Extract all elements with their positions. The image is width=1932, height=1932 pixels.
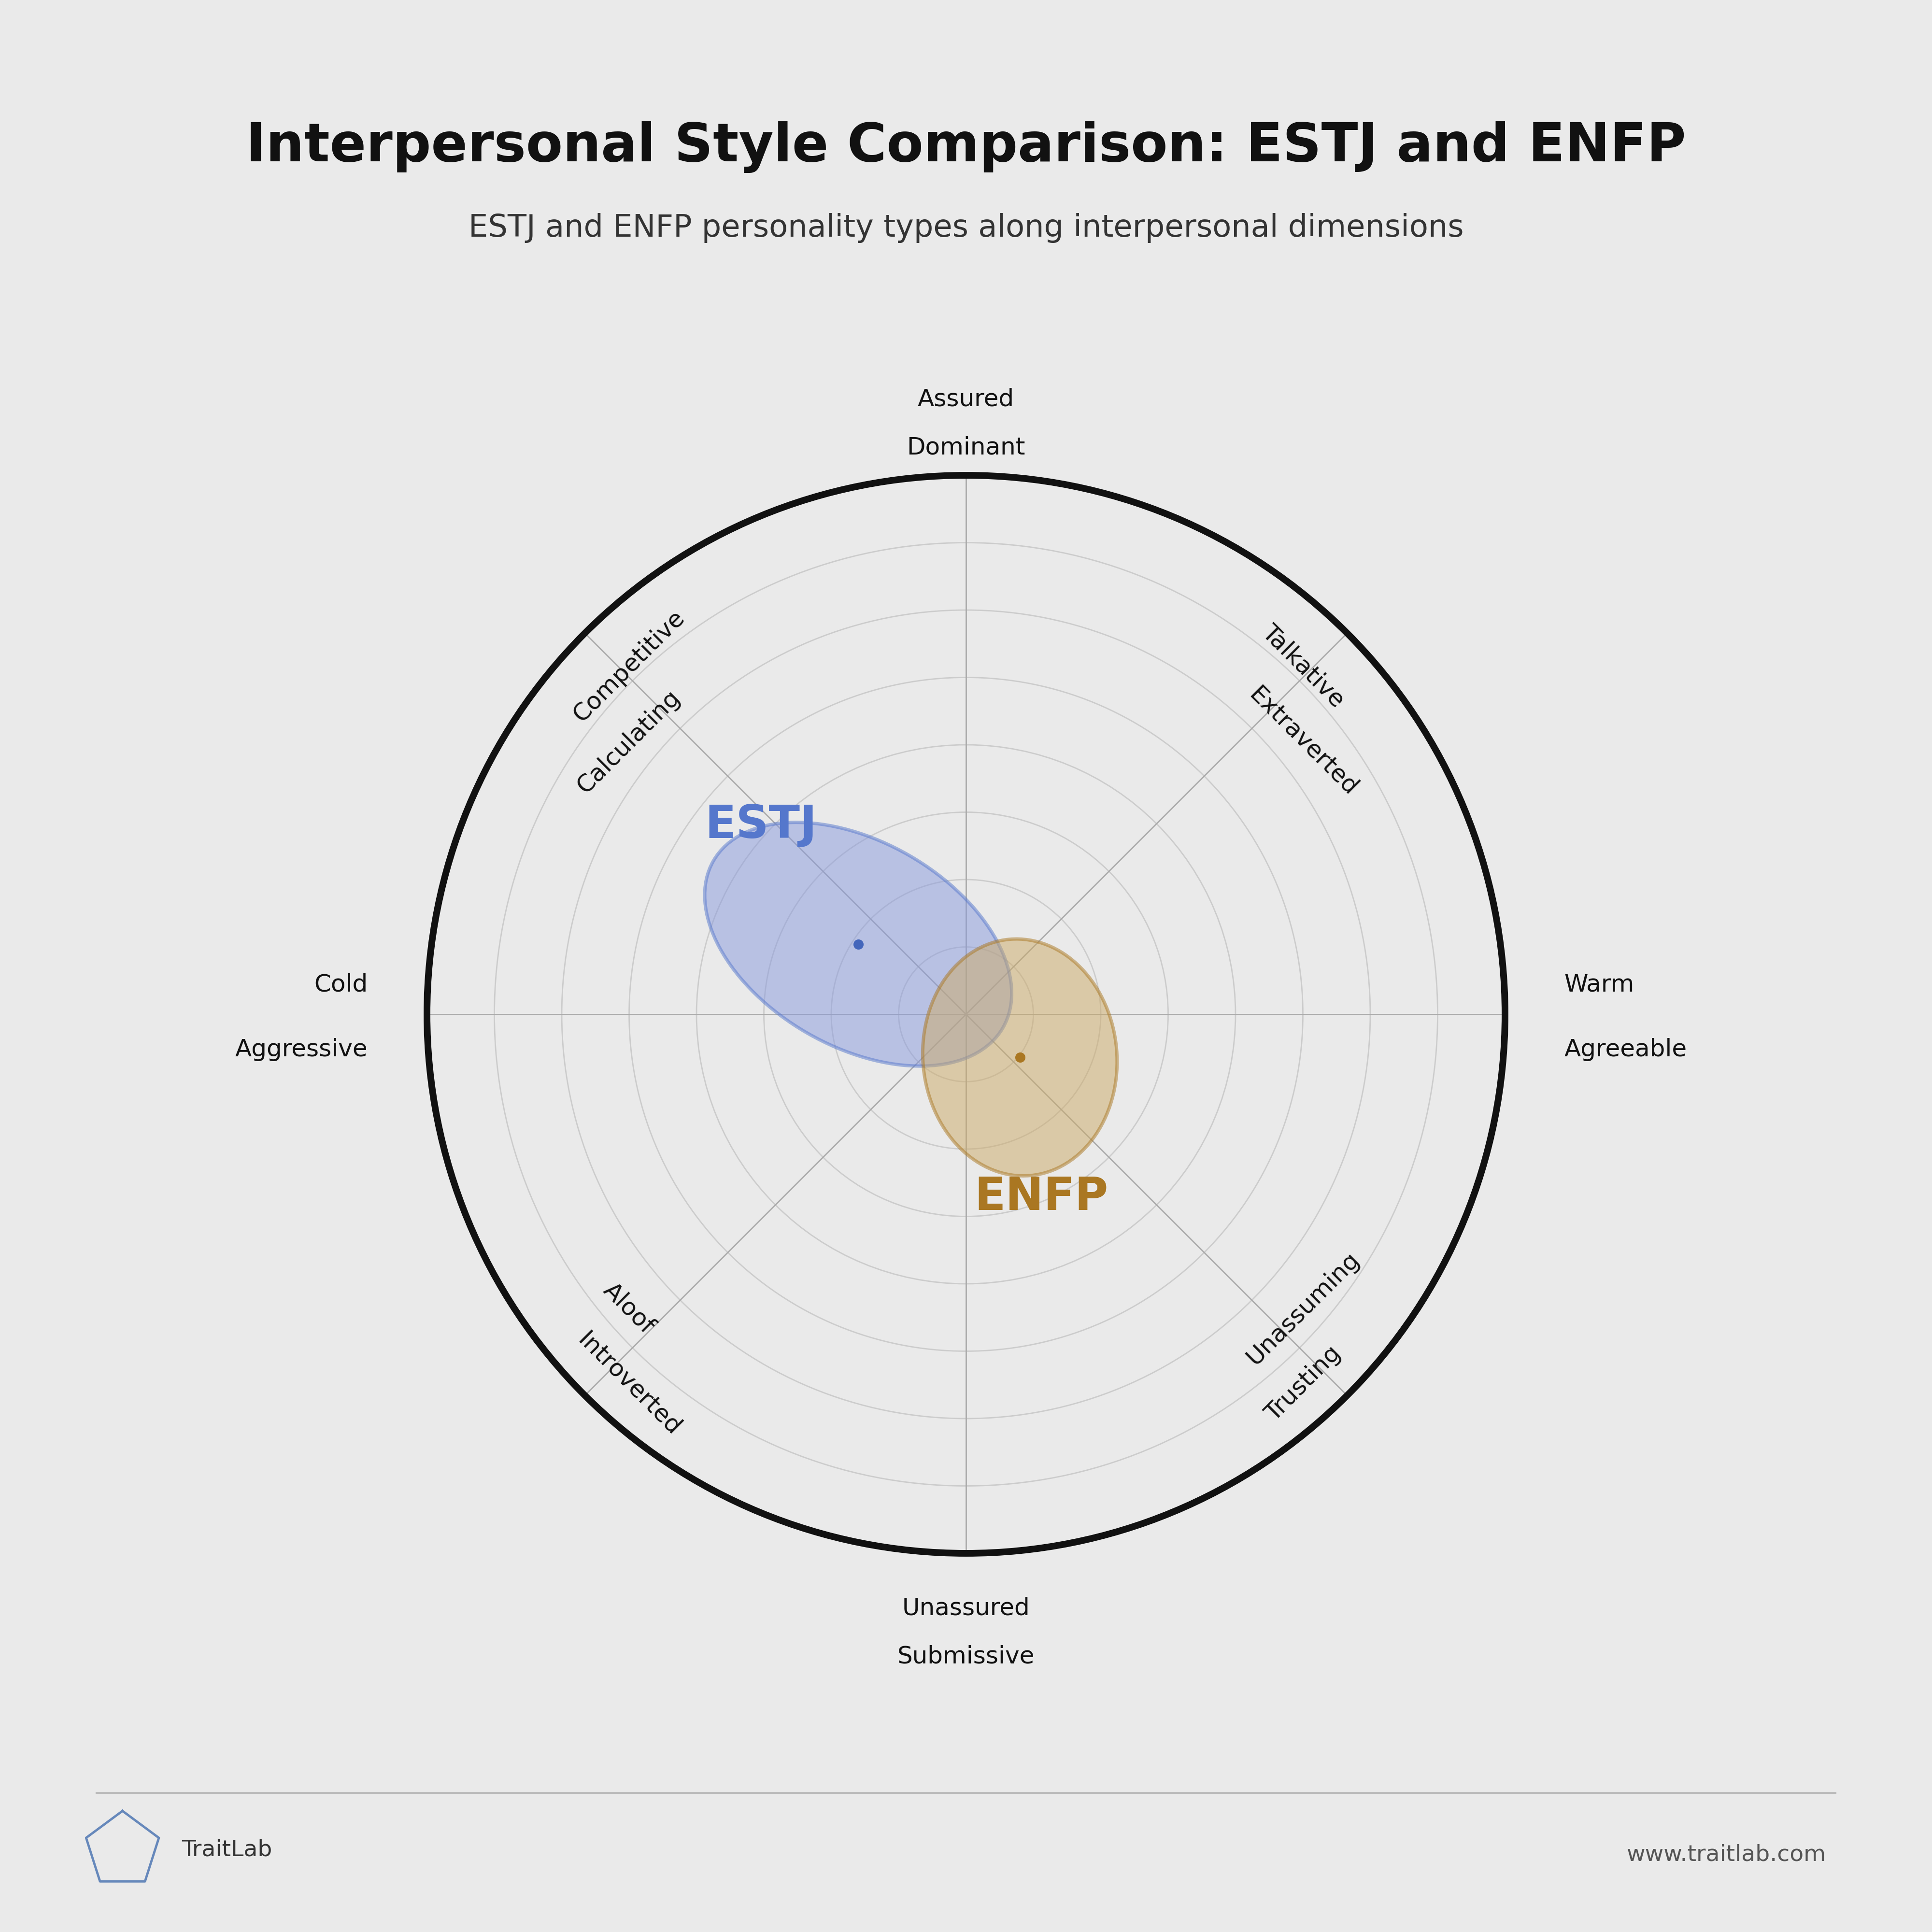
Point <box>1005 1041 1036 1072</box>
Text: Unassuming: Unassuming <box>1242 1248 1364 1370</box>
Text: Warm: Warm <box>1565 974 1634 997</box>
Text: Aloof: Aloof <box>599 1279 659 1339</box>
Text: Agreeable: Agreeable <box>1565 1037 1687 1061</box>
Text: ENFP: ENFP <box>974 1175 1109 1219</box>
Text: Extraverted: Extraverted <box>1244 684 1362 800</box>
Text: Unassured: Unassured <box>902 1596 1030 1619</box>
Text: Aggressive: Aggressive <box>236 1037 367 1061</box>
Text: Introverted: Introverted <box>574 1327 684 1439</box>
Text: ESTJ: ESTJ <box>705 804 817 848</box>
Text: Dominant: Dominant <box>906 437 1026 460</box>
Point <box>842 929 873 960</box>
Text: TraitLab: TraitLab <box>182 1839 272 1861</box>
Text: Calculating: Calculating <box>572 686 684 798</box>
Text: Talkative: Talkative <box>1258 620 1349 713</box>
Text: Submissive: Submissive <box>896 1644 1036 1667</box>
Text: ESTJ and ENFP personality types along interpersonal dimensions: ESTJ and ENFP personality types along in… <box>468 213 1464 243</box>
Text: Cold: Cold <box>315 974 367 997</box>
Text: www.traitlab.com: www.traitlab.com <box>1627 1843 1826 1866</box>
Text: Trusting: Trusting <box>1262 1341 1345 1426</box>
Text: Interpersonal Style Comparison: ESTJ and ENFP: Interpersonal Style Comparison: ESTJ and… <box>245 120 1687 174</box>
Ellipse shape <box>705 823 1012 1066</box>
Text: Assured: Assured <box>918 388 1014 412</box>
Ellipse shape <box>923 939 1117 1177</box>
Text: Competitive: Competitive <box>568 607 690 726</box>
